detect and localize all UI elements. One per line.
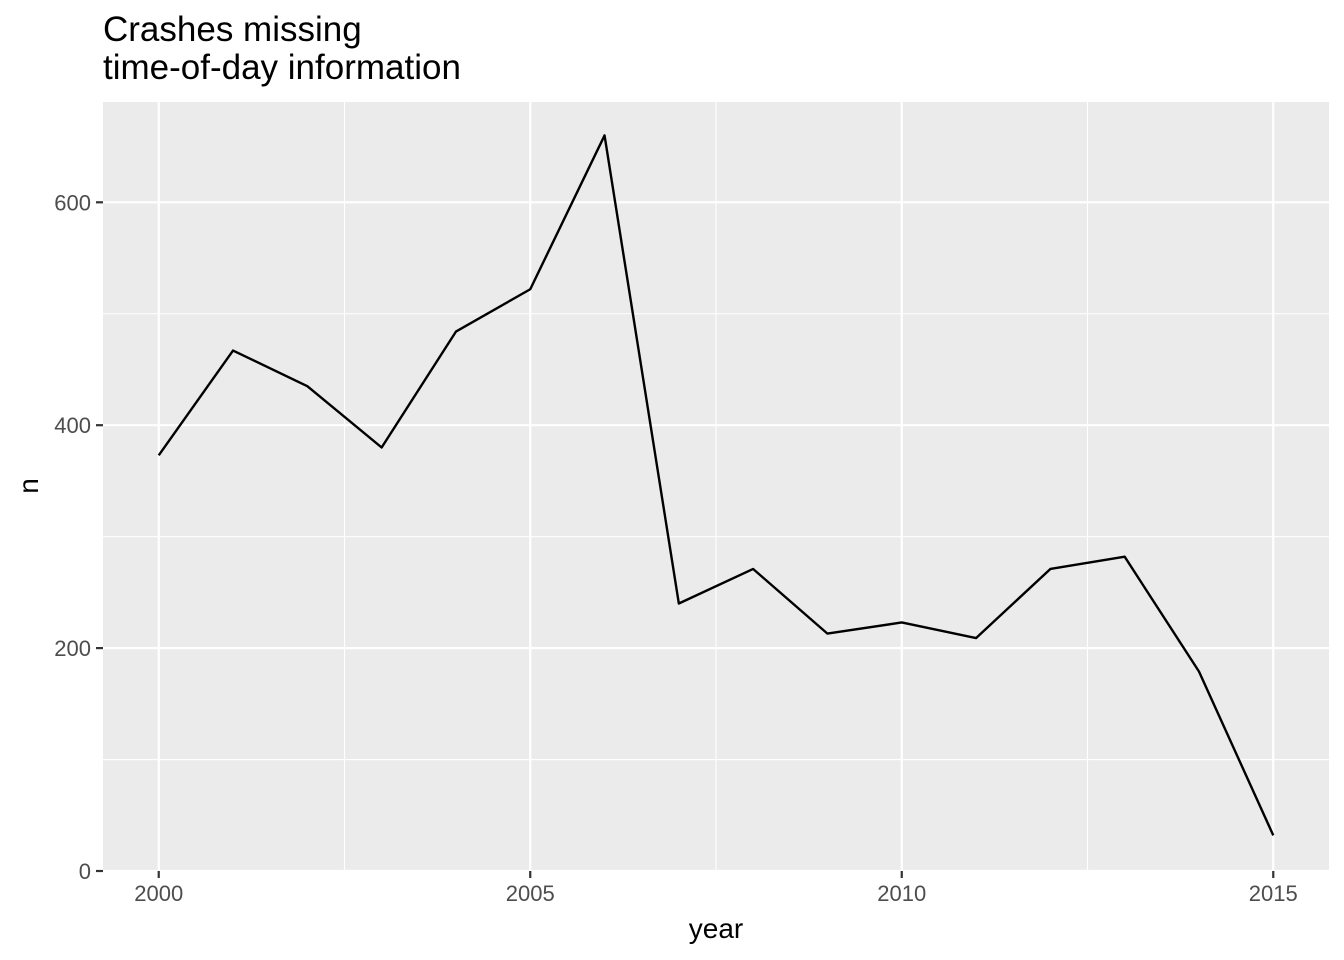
- minor-gridlines: [103, 102, 1329, 871]
- x-tick-label: 2010: [877, 881, 926, 906]
- x-tick-label: 2015: [1249, 881, 1298, 906]
- y-tick-label: 200: [54, 636, 91, 661]
- y-tick-label: 400: [54, 413, 91, 438]
- axis-ticks: [96, 201, 1275, 878]
- series-line: [157, 134, 1275, 836]
- y-axis-title: n: [13, 478, 44, 494]
- chart-title-line-1: Crashes missing: [103, 10, 362, 49]
- x-axis-title: year: [689, 913, 743, 944]
- y-tick-label: 0: [79, 859, 91, 884]
- x-tick-label: 2000: [134, 881, 183, 906]
- x-tick-label: 2005: [506, 881, 555, 906]
- y-tick-label: 600: [54, 190, 91, 215]
- major-gridlines: [103, 102, 1329, 873]
- series-layer: [157, 134, 1275, 836]
- tick-labels: 2000 2005 2010 2015 0 200 400 600: [54, 190, 1297, 906]
- chart-title-line-2: time-of-day information: [103, 48, 461, 87]
